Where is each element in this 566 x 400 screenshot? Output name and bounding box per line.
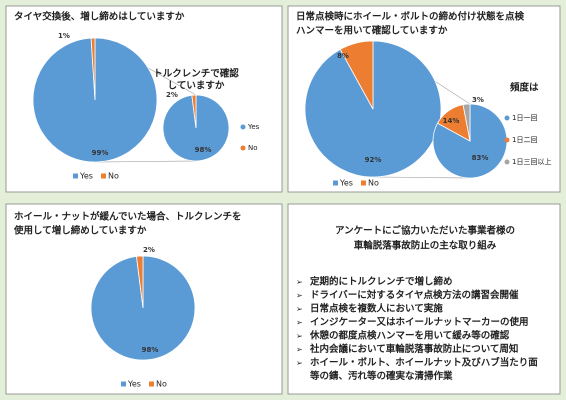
pie-slice [191,94,197,129]
secondary-title: トルクレンチで確認 [153,68,239,80]
bullet: ➢ [296,291,303,300]
pie-slice [90,37,96,101]
legend-label: 1日二回 [512,136,537,144]
chart-title: ホイール・ナットが緩んでいた場合、トルクレンチを [14,211,242,223]
panel [287,203,561,395]
legend-label: Yes [127,380,141,389]
bullet: ➢ [296,278,303,287]
list-item: 日常点検を複数人において実施 [310,303,443,315]
pie-slice [339,40,374,110]
legend-label: No [108,172,119,181]
pie-slice [136,255,144,309]
connector [94,160,197,163]
data-label: 99% [92,149,109,157]
bullet: ➢ [296,332,303,341]
bullet: ➢ [296,318,303,327]
data-label: 92% [365,156,382,164]
data-label: 2% [143,246,155,254]
chart-title: 使用して増し締めしていますか [13,225,147,237]
legend-swatch [504,115,510,121]
bullet: ➢ [296,359,303,368]
list-item: ホイール・ボルト、ホイールナット及びハブ当たり面 [310,357,538,369]
data-label: 3% [472,96,484,104]
legend-label: 1日一回 [512,114,537,122]
legend-swatch [333,180,338,186]
bullet: ➢ [296,345,303,354]
list-item: 等の錆、汚れ等の確実な清掃作業 [309,370,453,382]
legend-label: Yes [247,123,260,131]
secondary-title: していますか [168,80,225,92]
legend-swatch [240,124,246,130]
legend-swatch [149,381,154,387]
list-item: インジケーター又はホイールナットマーカーの使用 [310,316,529,328]
legend-swatch [101,173,106,179]
data-label: 98% [195,146,212,154]
legend-swatch [361,180,366,186]
connector [372,176,471,179]
legend-label: No [248,144,258,152]
list-item: 社内会議において車輪脱落事故防止について周知 [309,343,518,355]
legend-label: No [156,380,167,389]
data-label: 83% [472,154,489,162]
panel-title: 車輪脱落事故防止の主な取り組み [354,240,497,252]
bullet: ➢ [296,305,303,314]
legend-swatch [240,145,246,151]
list-item: ドライバーに対するタイヤ点検方法の講習会開催 [310,289,519,301]
legend-swatch [73,173,78,179]
data-label: 8% [337,52,349,60]
legend-swatch [504,159,510,165]
pie-slice [432,103,508,179]
list-item: 定期的にトルクレンチで増し締め [309,276,453,288]
legend-label: Yes [79,172,93,181]
legend-label: No [368,179,379,188]
legend-label: 1日三回以上 [512,157,551,166]
data-label: 1% [58,32,70,40]
list-item: 休憩の都度点検ハンマーを用いて緩み等の確認 [309,330,510,342]
pie-slice [462,103,471,142]
data-label: 14% [443,117,460,125]
chart-title: 日常点検時にホイール・ボルトの締め付け状態を点検 [296,11,525,23]
legend-swatch [504,137,510,143]
panel-title: アンケートにご協力いただいた事業者様の [335,225,515,237]
legend-label: Yes [339,179,353,188]
legend-swatch [121,381,126,387]
chart-title: タイヤ交換後、増し締めはしていますか [14,11,185,23]
data-label: 2% [166,91,178,99]
data-label: 98% [142,346,159,354]
secondary-title: 頻度は [510,82,539,94]
chart-title: ハンマーを用いて確認していますか [296,25,448,37]
